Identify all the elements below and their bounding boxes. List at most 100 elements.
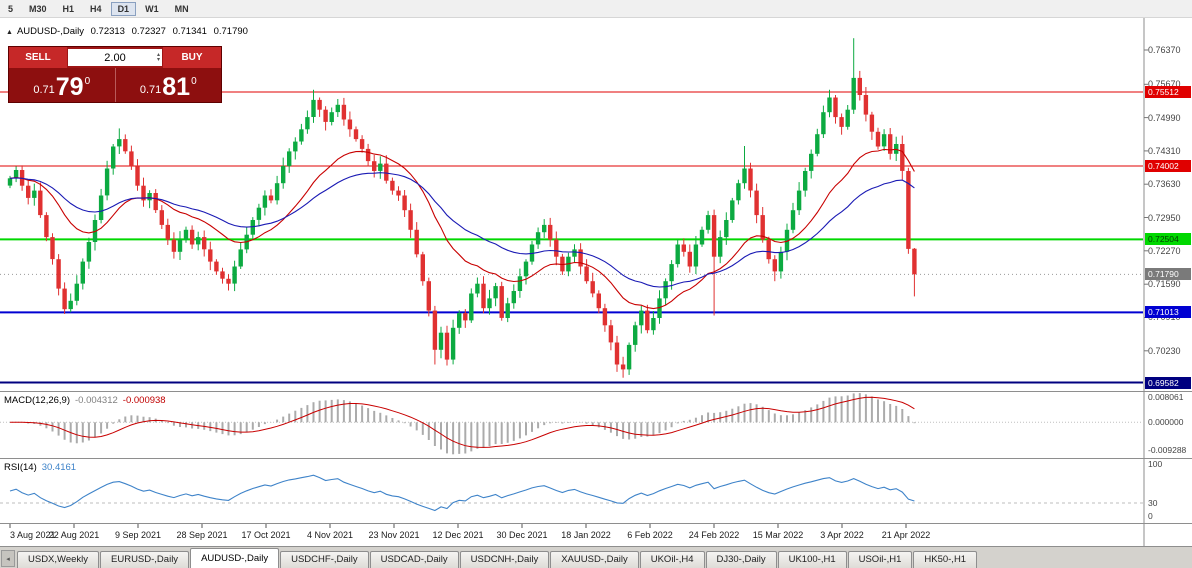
- date-tick-label: 21 Apr 2022: [882, 530, 931, 540]
- chart-tab-usdcad-daily[interactable]: USDCAD-,Daily: [369, 551, 459, 568]
- chart-tab-eurusd-daily[interactable]: EURUSD-,Daily: [100, 551, 190, 568]
- rsi-axis-label: 30: [1148, 498, 1158, 508]
- timeframe-button-h4[interactable]: H4: [90, 3, 102, 14]
- chart-tab-dj30-daily[interactable]: DJ30-,Daily: [705, 551, 777, 568]
- chart-tab-usdchf-daily[interactable]: USDCHF-,Daily: [280, 551, 369, 568]
- horizontal-levels[interactable]: [0, 91, 1143, 384]
- date-tick-label: 22 Aug 2021: [49, 530, 100, 540]
- trade-controls-row: SELL 2.00 ▴ ▾ BUY: [9, 47, 221, 68]
- ask-point: 0: [191, 76, 197, 87]
- rsi-title: RSI(14): [4, 462, 37, 473]
- bid-price[interactable]: 0.71 79 0: [9, 68, 115, 102]
- price-tick-label: 0.73630: [1148, 179, 1181, 189]
- price-axis: 0.76370 0.75670 0.74990 0.74310 0.73630 0.729…: [1145, 18, 1192, 546]
- macd-axis-label: 0.008061: [1148, 392, 1184, 402]
- rsi-value: 30.4161: [41, 462, 77, 473]
- price-badge-0.71013[interactable]: 0.71013: [1145, 306, 1191, 318]
- rsi-line: [9, 474, 915, 512]
- tab-list: USDX,Weekly EURUSD-,Daily AUDUSD-,Daily USD…: [17, 548, 978, 568]
- macd-axis-label: 0.000000: [1148, 417, 1184, 427]
- price-tick-label: 0.75670: [1148, 79, 1181, 89]
- date-tick-label: 15 Mar 2022: [753, 530, 804, 540]
- chart-tab-usdx-weekly[interactable]: USDX,Weekly: [17, 551, 100, 568]
- buy-button[interactable]: BUY: [163, 47, 221, 68]
- price-tick-label: 0.74310: [1148, 146, 1181, 156]
- open-value: 0.72313: [90, 26, 125, 37]
- bid-pips: 79: [55, 73, 84, 101]
- macd-histogram: [15, 393, 916, 455]
- rsi-axis-label: 0: [1148, 511, 1153, 521]
- chart-tab-xauusd-daily[interactable]: XAUUSD-,Daily: [550, 551, 639, 568]
- symbol-period-label: AUDUSD-,Daily: [16, 26, 84, 37]
- date-tick-label: 23 Nov 2021: [368, 530, 419, 540]
- price-badge-0.72504[interactable]: 0.72504: [1145, 233, 1191, 245]
- date-tick-label: 24 Feb 2022: [689, 530, 740, 540]
- spinner-up-icon[interactable]: ▴: [156, 51, 160, 58]
- volume-input[interactable]: 2.00 ▴ ▾: [68, 49, 162, 66]
- date-tick-label: 3 Aug 2021: [10, 530, 56, 540]
- date-tick-label: 9 Sep 2021: [115, 530, 161, 540]
- chart-tab-hk50-h1[interactable]: HK50-,H1: [913, 551, 978, 568]
- timeframe-button-mn[interactable]: MN: [174, 3, 189, 14]
- bid-point: 0: [84, 76, 91, 87]
- timeframe-button-d1[interactable]: D1: [110, 1, 137, 16]
- timeframe-button-m30[interactable]: M30: [29, 3, 47, 14]
- rsi-label: RSI(14) 30.4161: [4, 462, 81, 473]
- volume-value: 2.00: [104, 51, 126, 64]
- macd-label: MACD(12,26,9) -0.004312 -0.000938: [4, 395, 171, 406]
- price-tick-label: 0.74990: [1148, 113, 1181, 123]
- bid-base: 0.71: [33, 84, 55, 96]
- chart-tab-uk100-h1[interactable]: UK100-,H1: [777, 551, 847, 568]
- close-value: 0.71790: [213, 26, 248, 37]
- macd-title: MACD(12,26,9): [4, 395, 70, 406]
- date-tick-label: 6 Feb 2022: [627, 530, 673, 540]
- price-tick-label: 0.72950: [1148, 213, 1181, 223]
- macd-signal-line: [9, 396, 915, 448]
- price-badge-0.69582[interactable]: 0.69582: [1145, 377, 1191, 389]
- date-tick-label: 17 Oct 2021: [241, 530, 290, 540]
- chart-window[interactable]: 3 Aug 2021 22 Aug 2021 9 Sep 2021 28 Sep 20…: [0, 18, 1192, 546]
- price-badge-0.75512[interactable]: 0.75512: [1145, 86, 1191, 98]
- macd-axis-label: -0.009288: [1148, 445, 1187, 455]
- timeframe-toolbar: 5 M30 H1 H4 D1 W1 MN: [0, 0, 1192, 18]
- trade-prices-row: 0.71 79 0 0.71 81 0: [9, 68, 221, 102]
- spinner-down-icon[interactable]: ▾: [156, 56, 160, 63]
- chart-tabs-bar: ◂ USDX,Weekly EURUSD-,Daily AUDUSD-,Daily U…: [0, 546, 1192, 568]
- high-value: 0.72327: [131, 26, 166, 37]
- price-tick-label: 0.71590: [1148, 279, 1181, 289]
- ask-pips: 81: [162, 73, 191, 101]
- macd-main-value: -0.004312: [75, 395, 118, 406]
- symbol-collapse-icon[interactable]: ▲: [6, 29, 13, 36]
- ask-base: 0.71: [139, 84, 162, 96]
- date-tick-label: 12 Dec 2021: [432, 530, 483, 540]
- ma-fast-line: [9, 148, 915, 310]
- chart-tab-usdcnh-daily[interactable]: USDCNH-,Daily: [459, 551, 550, 568]
- date-tick-label: 28 Sep 2021: [176, 530, 227, 540]
- date-tick-label: 18 Jan 2022: [561, 530, 611, 540]
- chart-info-line: ▲ AUDUSD-,Daily 0.72313 0.72327 0.71341 0…: [6, 26, 252, 37]
- price-badge-0.74002[interactable]: 0.74002: [1145, 160, 1191, 172]
- date-tick-label: 3 Apr 2022: [820, 530, 864, 540]
- tab-scroll-left-button[interactable]: ◂: [1, 550, 15, 567]
- chart-tab-ukoil-h4[interactable]: UKOil-,H4: [639, 551, 705, 568]
- timeframe-button-5[interactable]: 5: [8, 3, 14, 14]
- volume-spinner[interactable]: ▴ ▾: [157, 49, 160, 66]
- timeframe-button-h1[interactable]: H1: [62, 3, 75, 14]
- chart-tab-usoil-h1[interactable]: USOil-,H1: [847, 551, 913, 568]
- macd-signal-value: -0.000938: [122, 395, 166, 406]
- date-tick-label: 30 Dec 2021: [496, 530, 547, 540]
- timeframe-button-w1[interactable]: W1: [145, 3, 159, 14]
- rsi-axis-label: 100: [1148, 459, 1163, 469]
- price-tick-label: 0.72270: [1148, 246, 1181, 256]
- price-tick-label: 0.76370: [1148, 45, 1181, 55]
- price-badge-0.71790[interactable]: 0.71790: [1145, 268, 1191, 280]
- sell-button[interactable]: SELL: [9, 47, 67, 68]
- ask-price[interactable]: 0.71 81 0: [114, 68, 222, 102]
- chart-tab-audusd-daily[interactable]: AUDUSD-,Daily: [190, 548, 280, 568]
- one-click-trading-panel: SELL 2.00 ▴ ▾ BUY 0.71 79 0 0.71 81 0: [8, 46, 222, 103]
- price-tick-label: 0.70230: [1148, 346, 1181, 356]
- date-tick-label: 4 Nov 2021: [307, 530, 353, 540]
